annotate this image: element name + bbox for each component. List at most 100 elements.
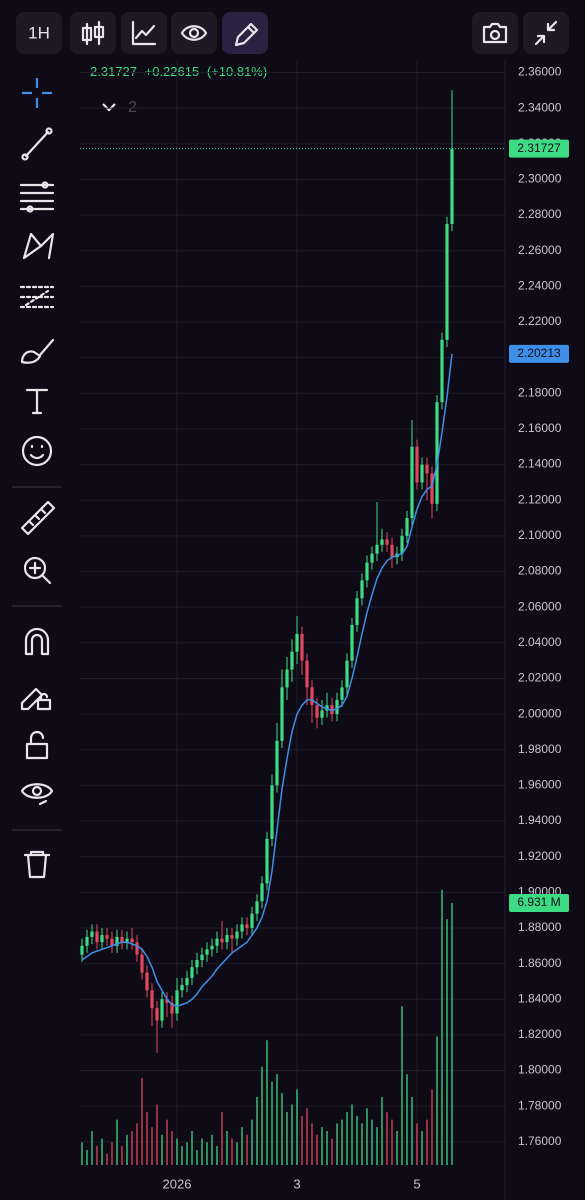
volume-bar bbox=[191, 1130, 193, 1165]
candle-body bbox=[315, 705, 319, 718]
volume-bar bbox=[236, 1142, 238, 1165]
x-tick-label: 5 bbox=[413, 1176, 420, 1191]
change-pct: (+10.81%) bbox=[207, 64, 267, 79]
volume-bar bbox=[366, 1108, 368, 1165]
candle-body bbox=[135, 942, 139, 955]
volume-bar bbox=[126, 1134, 128, 1165]
volume-tag: 6.931 M bbox=[517, 895, 560, 909]
brush-tool[interactable] bbox=[20, 338, 55, 364]
volume-bar bbox=[316, 1134, 318, 1165]
zoom-tool[interactable] bbox=[23, 556, 52, 585]
candle-body bbox=[90, 931, 94, 937]
candle-body bbox=[245, 924, 249, 928]
axes: 2.360002.340002.320002.300002.280002.260… bbox=[80, 60, 569, 1200]
candle-body bbox=[160, 999, 164, 1021]
candle-body bbox=[290, 651, 294, 670]
candle-body bbox=[330, 705, 334, 715]
collapse-button[interactable] bbox=[523, 12, 569, 54]
crosshair-tool[interactable] bbox=[22, 78, 52, 108]
candle-body bbox=[425, 464, 429, 474]
candle-body bbox=[190, 967, 194, 978]
candle-body bbox=[305, 660, 309, 688]
hide-drawings-tool[interactable] bbox=[20, 783, 54, 806]
lock-drawings-tool[interactable] bbox=[20, 687, 52, 711]
projection-tool[interactable] bbox=[19, 285, 55, 309]
candle-body bbox=[380, 539, 384, 545]
y-tick-label: 1.94000 bbox=[518, 813, 562, 827]
icon-tool[interactable] bbox=[21, 435, 53, 467]
candle-body bbox=[390, 544, 394, 558]
pattern-tool[interactable] bbox=[22, 232, 55, 260]
volume-bar bbox=[151, 1127, 153, 1165]
trend-line-tool[interactable] bbox=[21, 127, 53, 161]
ruler-tool[interactable] bbox=[20, 500, 56, 536]
candle-body bbox=[375, 544, 379, 554]
candle-body bbox=[255, 901, 259, 914]
volume-bar bbox=[181, 1146, 183, 1165]
volume-bar bbox=[351, 1104, 353, 1165]
y-tick-label: 2.16000 bbox=[518, 421, 562, 435]
y-tick-label: 2.08000 bbox=[518, 564, 562, 578]
candle-body bbox=[405, 518, 409, 536]
volume-bar bbox=[346, 1112, 348, 1165]
volume-bar bbox=[396, 1130, 398, 1165]
volume-bar bbox=[131, 1130, 133, 1165]
volume-bar bbox=[211, 1134, 213, 1165]
unlock-tool[interactable] bbox=[25, 730, 49, 760]
candle-body bbox=[150, 990, 154, 1009]
volume-bar bbox=[356, 1115, 358, 1165]
volume-bar bbox=[421, 1130, 423, 1165]
y-tick-label: 2.06000 bbox=[518, 599, 562, 613]
volume-bar bbox=[166, 1119, 168, 1165]
volume-bar bbox=[321, 1127, 323, 1165]
volume-bar bbox=[251, 1119, 253, 1165]
volume-bar bbox=[271, 1081, 273, 1165]
text-tool[interactable] bbox=[25, 388, 49, 415]
fib-tool[interactable] bbox=[19, 181, 55, 213]
candle-body bbox=[80, 945, 84, 955]
candle-body bbox=[285, 669, 289, 688]
candle-body bbox=[275, 740, 279, 786]
magnet-tool[interactable] bbox=[24, 627, 50, 656]
y-tick-label: 1.80000 bbox=[518, 1063, 562, 1077]
y-tick-label: 1.82000 bbox=[518, 1027, 562, 1041]
price-header: 2.31727 +0.22615 (+10.81%) bbox=[90, 64, 267, 79]
visibility-button[interactable] bbox=[171, 12, 217, 54]
collapse-indicators[interactable] bbox=[102, 103, 116, 112]
candle-body bbox=[115, 936, 119, 946]
candle-body bbox=[145, 972, 149, 991]
interval-button[interactable]: 1H bbox=[16, 12, 62, 54]
moving-average bbox=[81, 353, 453, 1008]
volume-bar bbox=[361, 1123, 363, 1165]
candle-body bbox=[200, 954, 204, 961]
x-tick-label: 3 bbox=[293, 1176, 300, 1191]
volume-bar bbox=[121, 1146, 123, 1165]
volume-bar bbox=[341, 1119, 343, 1165]
chart-type-button[interactable] bbox=[70, 12, 116, 54]
volume-bar bbox=[406, 1074, 408, 1165]
volume-bar bbox=[206, 1142, 208, 1165]
candle-body bbox=[230, 935, 234, 939]
volume-bar bbox=[216, 1146, 218, 1165]
screenshot-button[interactable] bbox=[472, 12, 518, 54]
candle-body bbox=[310, 687, 314, 706]
delete-tool[interactable] bbox=[23, 850, 51, 879]
ma-tag-bg bbox=[509, 344, 569, 363]
candle-body bbox=[175, 990, 179, 1014]
y-tick-label: 1.92000 bbox=[518, 849, 562, 863]
candle-body bbox=[320, 710, 324, 718]
candle-body bbox=[295, 633, 299, 652]
candle-body bbox=[420, 464, 424, 483]
volume-bar bbox=[281, 1093, 283, 1165]
change: +0.22615 bbox=[145, 64, 200, 79]
volume-bar bbox=[301, 1115, 303, 1165]
volume-bar bbox=[451, 902, 453, 1165]
volume-bar bbox=[196, 1149, 198, 1165]
indicators-button[interactable] bbox=[121, 12, 167, 54]
candle-body bbox=[105, 935, 109, 939]
last-price-tag: 2.31727 bbox=[517, 141, 561, 155]
drawing-button[interactable] bbox=[222, 12, 268, 54]
y-tick-label: 1.86000 bbox=[518, 956, 562, 970]
candle-body bbox=[340, 687, 344, 700]
candle-body bbox=[240, 924, 244, 932]
